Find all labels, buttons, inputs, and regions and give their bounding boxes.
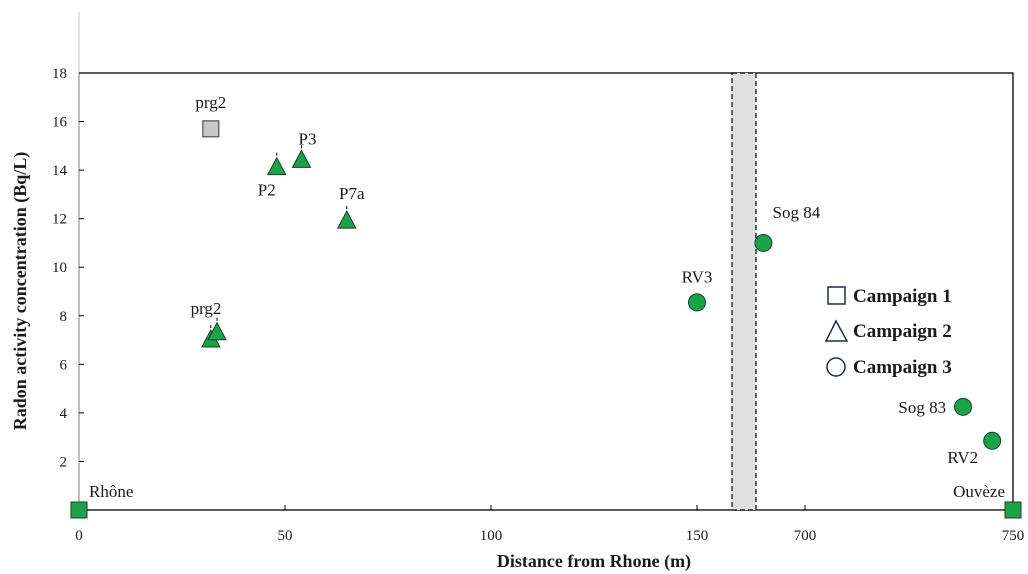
data-point-label: P7a: [339, 184, 365, 203]
campaign-2-triangle-point: [266, 156, 287, 176]
axis-break-band: [731, 72, 757, 511]
data-point-label: RV2: [947, 448, 978, 467]
endpoint-label: Rhône: [89, 482, 133, 501]
y-tick-label: 18: [52, 66, 67, 82]
y-axis-title: Radon activity concentration (Bq/L): [10, 152, 31, 431]
legend: Campaign 1 Campaign 2 Campaign 3: [824, 286, 952, 378]
y-tick-label: 12: [52, 212, 67, 228]
data-points: [70, 120, 1022, 519]
x-tick-label: 50: [278, 528, 293, 544]
endpoint-label: Ouvèze: [953, 482, 1005, 501]
x-tick-label: 750: [1002, 528, 1025, 544]
data-point-label: Sog 84: [773, 203, 821, 222]
y-tick-label: 14: [52, 163, 68, 179]
campaign-1-square-point: [202, 120, 220, 138]
campaign-3-circle-point: [954, 397, 973, 416]
endpoint-square-marker: [70, 501, 88, 519]
campaign-2-triangle-point: [207, 321, 227, 341]
endpoint-square-marker: [1004, 501, 1022, 519]
data-point-label: Sog 83: [898, 398, 946, 417]
campaign-2-triangle-point: [336, 210, 357, 229]
y-tick-label: 10: [52, 260, 67, 276]
y-axis-ticks: 2 4 6 8 10 12 14 16 18: [52, 66, 84, 470]
x-axis-ticks: 0 50 100 150 700 750: [75, 505, 1024, 544]
legend-item-campaign-3: Campaign 3: [826, 357, 952, 378]
y-tick-label: 16: [52, 115, 68, 131]
campaign-3-circle-point: [983, 431, 1002, 450]
legend-item-campaign-1: Campaign 1: [827, 286, 952, 307]
x-tick-label: 700: [794, 528, 817, 544]
legend-circle-marker: [826, 357, 846, 377]
x-tick-label: 100: [480, 528, 503, 544]
campaign-2-triangle-point: [291, 149, 312, 168]
campaign-3-circle-point: [688, 293, 706, 312]
legend-label: Campaign 2: [853, 321, 952, 342]
y-tick-label: 2: [60, 454, 68, 470]
legend-label: Campaign 3: [853, 357, 952, 378]
legend-triangle-marker: [824, 319, 849, 342]
y-tick-label: 6: [60, 357, 68, 373]
data-point-label: RV3: [682, 267, 713, 286]
x-tick-label: 150: [686, 528, 709, 544]
legend-label: Campaign 1: [853, 286, 952, 307]
y-tick-label: 8: [60, 309, 68, 325]
data-point-label: P2: [258, 181, 276, 200]
x-tick-label: 0: [75, 528, 83, 544]
data-point-label: prg2: [191, 299, 222, 318]
point-labels: Rhône Ouvèze prg2 P2 P3 P7a prg2 RV3 Sog 84 Sog 8…: [89, 93, 1005, 501]
x-axis-title: Distance from Rhone (m): [497, 551, 691, 572]
legend-item-campaign-2: Campaign 2: [824, 319, 952, 342]
legend-square-marker: [827, 286, 846, 305]
data-point-label: P3: [298, 129, 316, 148]
y-tick-label: 4: [60, 406, 68, 422]
data-point-label: prg2: [195, 93, 226, 112]
campaign-3-circle-point: [754, 233, 773, 252]
